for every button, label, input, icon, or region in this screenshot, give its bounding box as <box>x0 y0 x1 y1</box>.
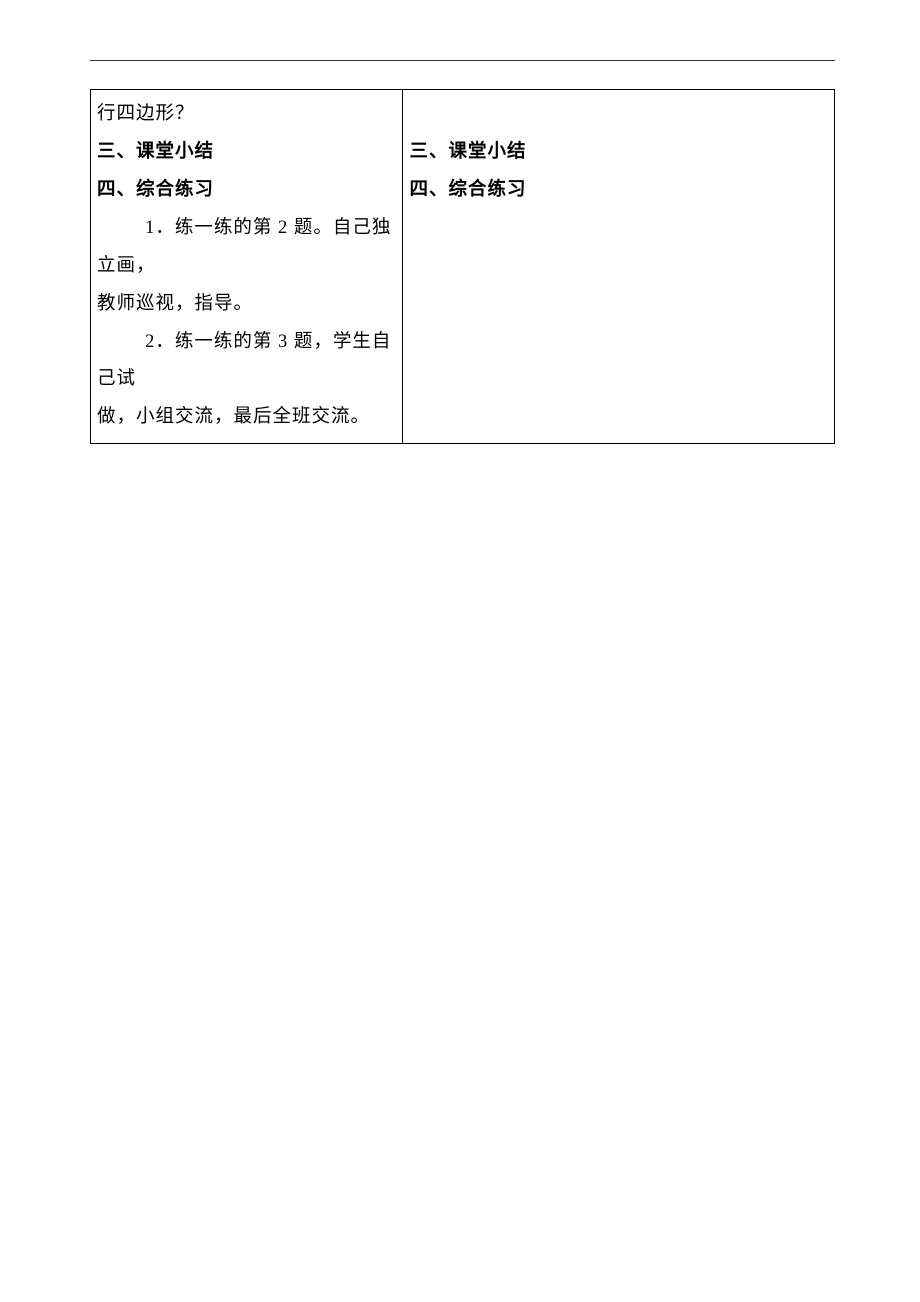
section-heading-exercises: 四、综合练习 <box>97 172 396 210</box>
section-heading-summary-right: 三、课堂小结 <box>409 134 828 172</box>
exercise-item-1-line1: 1．练一练的第 2 题。自己独立画， <box>97 210 396 286</box>
table-row: 行四边形？ 三、课堂小结 四、综合练习 1．练一练的第 2 题。自己独立画， 教… <box>91 90 835 444</box>
left-column-cell: 行四边形？ 三、课堂小结 四、综合练习 1．练一练的第 2 题。自己独立画， 教… <box>91 90 403 444</box>
exercise-item-2-line2: 做，小组交流，最后全班交流。 <box>97 399 396 437</box>
continuation-text: 行四边形？ <box>97 96 396 134</box>
spacer-line <box>409 96 828 134</box>
left-content-block: 行四边形？ 三、课堂小结 四、综合练习 1．练一练的第 2 题。自己独立画， 教… <box>97 96 396 437</box>
right-content-block: 三、课堂小结 四、综合练习 <box>409 96 828 210</box>
exercise-item-1-line2: 教师巡视，指导。 <box>97 286 396 324</box>
exercise-item-2-line1: 2．练一练的第 3 题，学生自己试 <box>97 324 396 400</box>
right-column-cell: 三、课堂小结 四、综合练习 <box>403 90 835 444</box>
section-heading-exercises-right: 四、综合练习 <box>409 172 828 210</box>
page-container: 行四边形？ 三、课堂小结 四、综合练习 1．练一练的第 2 题。自己独立画， 教… <box>0 0 920 1302</box>
section-heading-summary: 三、课堂小结 <box>97 134 396 172</box>
header-horizontal-rule <box>90 60 835 61</box>
lesson-plan-table: 行四边形？ 三、课堂小结 四、综合练习 1．练一练的第 2 题。自己独立画， 教… <box>90 89 835 444</box>
